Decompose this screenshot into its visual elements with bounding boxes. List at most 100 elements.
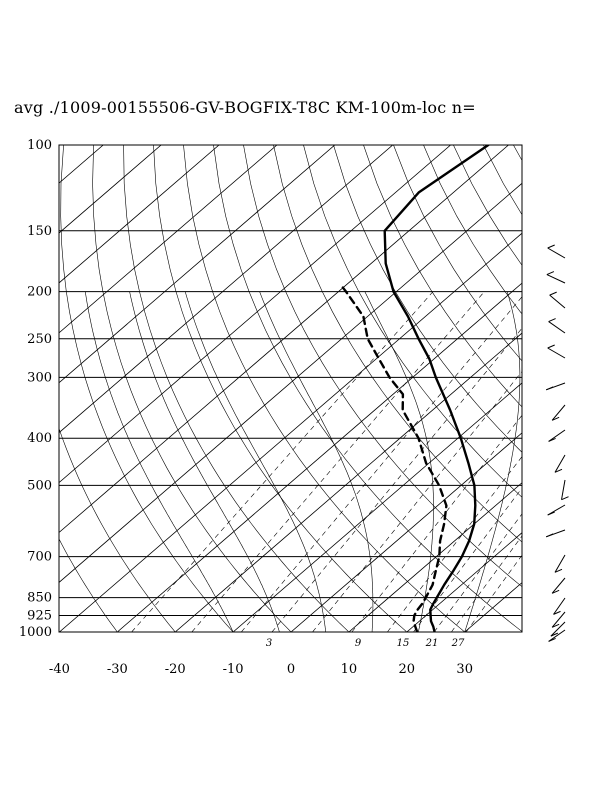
isotherm — [174, 332, 522, 632]
wind-barb-flag — [548, 318, 556, 322]
moist-adiabat — [84, 291, 234, 632]
y-tick-label: 100 — [27, 138, 52, 153]
mixing-ratio-label: 21 — [425, 638, 439, 649]
y-tick-label: 500 — [27, 478, 52, 493]
wind-barb — [561, 479, 566, 500]
dry-adiabat — [273, 145, 522, 543]
y-tick-label: 200 — [27, 285, 52, 300]
isotherm — [464, 582, 522, 632]
isotherm — [59, 145, 509, 534]
wind-barb — [548, 629, 566, 642]
wind-barb — [551, 611, 566, 628]
isotherm — [59, 145, 220, 284]
moist-adiabat — [259, 291, 374, 632]
dry-adiabat — [573, 145, 612, 632]
mixing-ratio-line — [241, 296, 522, 632]
mixing-ratio-label: 9 — [355, 638, 362, 649]
mixing-ratio-line — [312, 371, 522, 632]
dry-adiabat — [603, 145, 612, 632]
dry-adiabat — [363, 145, 522, 408]
y-tick-label: 150 — [27, 224, 52, 239]
moist-adiabat — [129, 291, 280, 632]
mixing-ratio-line — [271, 327, 522, 632]
x-tick-label: 10 — [341, 662, 358, 677]
wind-barb-flag — [547, 344, 555, 349]
plot-frame — [58, 144, 523, 633]
isotherm — [232, 382, 522, 632]
wind-barb — [548, 321, 566, 334]
y-tick-label: 1000 — [19, 625, 52, 640]
mixing-ratio-line — [351, 414, 522, 632]
isotherm — [406, 532, 522, 632]
isotherm — [59, 232, 522, 632]
y-tick-label: 700 — [27, 550, 52, 565]
isotherm — [348, 482, 522, 632]
y-tick-label: 250 — [27, 332, 52, 347]
x-tick-label: -30 — [107, 662, 128, 677]
isotherm — [59, 145, 451, 484]
chart-title: avg ./1009-00155506-GV-BOGFIX-T8C KM-100… — [14, 98, 476, 117]
dry-adiabat — [543, 145, 612, 632]
wind-barb-flag — [554, 568, 563, 573]
dry-adiabat — [453, 145, 522, 266]
wind-barb-flag — [551, 589, 560, 594]
wind-barb — [554, 454, 566, 473]
isotherm — [59, 145, 393, 434]
wind-barb-flag — [549, 291, 557, 296]
isotherm — [290, 432, 522, 632]
moist-adiabat — [464, 291, 521, 632]
isotherm — [59, 145, 162, 234]
wind-barb — [551, 404, 566, 421]
moist-adiabat — [184, 291, 326, 632]
mixing-ratio-line — [451, 535, 522, 632]
wind-barb-flag — [554, 468, 563, 473]
isotherm — [523, 145, 612, 632]
x-tick-label: 20 — [399, 662, 416, 677]
wind-barb — [550, 621, 566, 637]
wind-barb — [546, 274, 566, 284]
wind-barb — [547, 347, 566, 359]
moist-adiabat — [364, 291, 434, 632]
dry-adiabat — [393, 145, 522, 362]
wind-barb-flag — [547, 511, 555, 516]
wind-barb-flag — [561, 496, 569, 501]
isotherm — [59, 145, 336, 384]
dry-adiabat — [243, 145, 522, 588]
wind-barb-flag — [547, 244, 555, 249]
dewpoint-profile — [340, 285, 448, 632]
wind-barb — [547, 247, 566, 259]
mixing-ratio-line — [191, 291, 485, 632]
isotherm — [59, 145, 278, 334]
x-tick-label: 30 — [456, 662, 473, 677]
wind-barb — [553, 597, 566, 615]
mixing-ratio-label: 15 — [397, 638, 410, 649]
y-tick-label: 850 — [27, 591, 52, 606]
wind-barb — [554, 554, 566, 573]
dry-adiabat — [423, 145, 522, 315]
wind-barb — [549, 294, 566, 309]
x-tick-label: -20 — [165, 662, 186, 677]
dry-adiabat — [153, 145, 408, 632]
mixing-ratio-line — [413, 487, 522, 632]
y-tick-label: 300 — [27, 370, 52, 385]
isotherm — [581, 145, 612, 632]
wind-barb-flag — [550, 632, 559, 637]
x-tick-label: -40 — [49, 662, 70, 677]
wind-barb-flag — [546, 271, 555, 276]
mixing-ratio-label: 3 — [266, 638, 272, 649]
x-tick-label: 0 — [287, 662, 295, 677]
dry-adiabat — [483, 145, 522, 216]
wind-barb-flag — [546, 386, 554, 391]
dry-adiabat — [123, 145, 350, 632]
isotherm — [117, 282, 522, 632]
wind-barb — [551, 577, 566, 594]
wind-barb-flag — [548, 638, 556, 642]
wind-barb-flag — [551, 416, 560, 421]
y-tick-label: 400 — [27, 431, 52, 446]
wind-barb-flag — [551, 623, 560, 628]
wind-barb-flag — [546, 533, 554, 538]
isotherm — [59, 182, 522, 583]
temperature-profile — [383, 145, 490, 632]
wind-barb-flag — [553, 610, 561, 615]
